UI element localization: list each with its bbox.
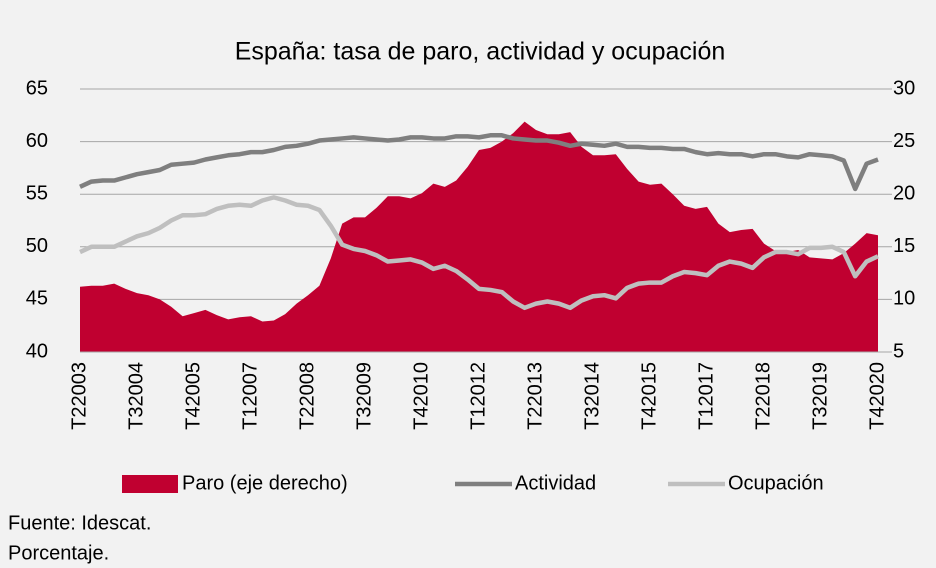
line bbox=[79, 133, 879, 192]
chart-title: España: tasa de paro, actividad y ocupac… bbox=[235, 38, 726, 66]
x-tick-label: T42015 bbox=[638, 362, 660, 430]
y2-tick-label: 5 bbox=[893, 340, 904, 362]
legend-label: Ocupación bbox=[728, 472, 824, 494]
x-tick-label: T42005 bbox=[182, 362, 204, 430]
y-tick-label: 55 bbox=[26, 182, 48, 204]
y-tick-label: 65 bbox=[26, 77, 48, 99]
x-tick-label: T42020 bbox=[866, 362, 888, 430]
x-tick-label: T42010 bbox=[410, 362, 432, 430]
y-tick-label: 50 bbox=[26, 235, 48, 257]
y2-tick-label: 25 bbox=[893, 130, 915, 152]
legend-label: Paro (eje derecho) bbox=[182, 472, 348, 494]
x-tick-label: T32009 bbox=[353, 362, 375, 430]
y-tick-label: 60 bbox=[26, 130, 48, 152]
x-tick-label: T22013 bbox=[524, 362, 546, 430]
y-tick-label: 40 bbox=[26, 340, 48, 362]
x-tick-label: T32014 bbox=[581, 362, 603, 430]
x-tick-label: T22008 bbox=[296, 362, 318, 430]
y2-tick-label: 30 bbox=[893, 77, 915, 99]
x-tick-label: T22003 bbox=[68, 362, 90, 430]
y2-tick-label: 20 bbox=[893, 182, 915, 204]
line bbox=[79, 195, 879, 311]
x-tick-label: T12007 bbox=[239, 362, 261, 430]
x-tick-label: T32004 bbox=[125, 362, 147, 430]
y2-tick-label: 15 bbox=[893, 235, 915, 257]
x-tick-label: T32019 bbox=[809, 362, 831, 430]
x-tick-label: T12017 bbox=[695, 362, 717, 430]
y2-tick-label: 10 bbox=[893, 288, 915, 310]
note: Porcentaje. bbox=[8, 542, 109, 564]
x-tick-label: T12012 bbox=[467, 362, 489, 430]
x-tick-label: T22018 bbox=[752, 362, 774, 430]
y-tick-label: 45 bbox=[26, 288, 48, 310]
paro-area bbox=[80, 121, 878, 352]
legend-swatch bbox=[122, 475, 178, 493]
note: Fuente: Idescat. bbox=[8, 512, 151, 534]
legend-label: Actividad bbox=[515, 472, 596, 494]
